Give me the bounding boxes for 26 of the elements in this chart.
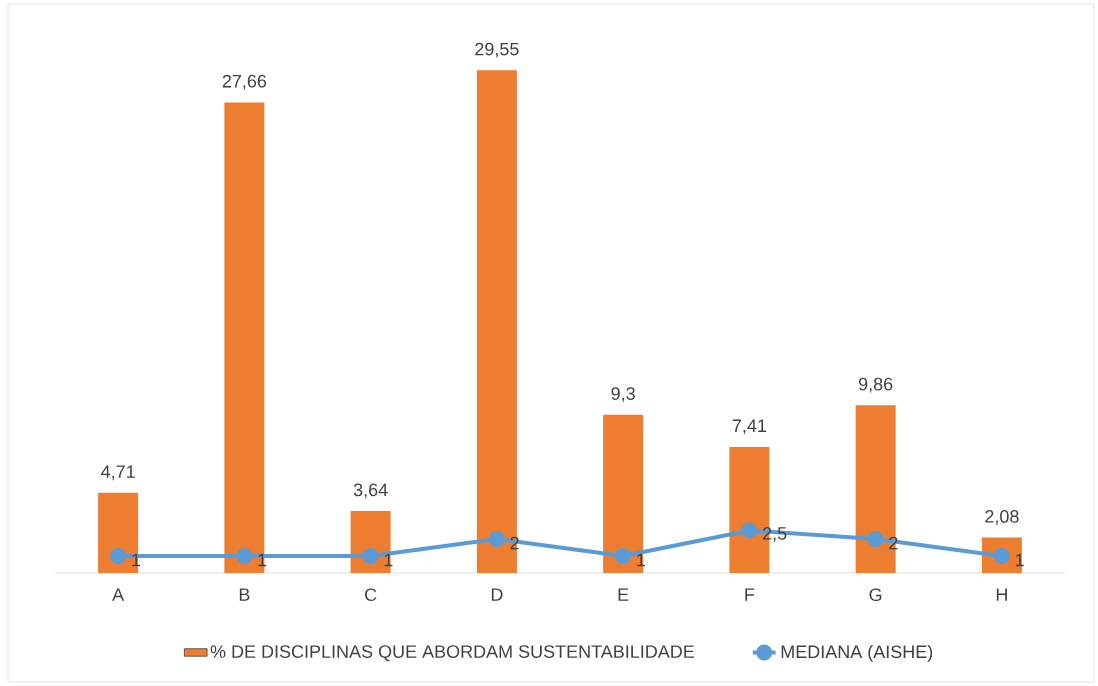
x-tick-label: C	[365, 588, 377, 602]
data-label: 27,66	[222, 74, 267, 90]
data-label: 2	[510, 536, 519, 550]
bar	[224, 102, 265, 573]
data-label: 4,71	[101, 465, 135, 481]
data-label: 9,3	[611, 387, 635, 403]
data-label: 7,41	[732, 419, 767, 435]
legend-label: % DE DISCIPLINAS QUE ABORDAM SUSTENTABILIDADE	[210, 645, 695, 662]
data-label: 2,5	[762, 527, 787, 542]
x-tick-label: E	[618, 588, 629, 601]
data-label: 2	[889, 536, 898, 550]
x-tick-label: D	[491, 588, 503, 601]
bar	[476, 70, 517, 573]
x-tick-label: H	[996, 588, 1007, 601]
bar	[855, 405, 896, 573]
x-tick-label: A	[112, 588, 125, 601]
x-tick-label: F	[745, 588, 755, 601]
data-label: 9,86	[858, 377, 893, 393]
bar	[98, 492, 139, 573]
data-label: 3,64	[353, 483, 388, 499]
x-tick-label: G	[869, 588, 882, 602]
legend-label: MEDIANA (AISHE)	[781, 644, 933, 662]
data-label: 29,55	[475, 42, 519, 58]
x-tick-label: B	[239, 588, 250, 601]
bar	[603, 414, 644, 573]
data-label: 2,08	[985, 510, 1019, 525]
